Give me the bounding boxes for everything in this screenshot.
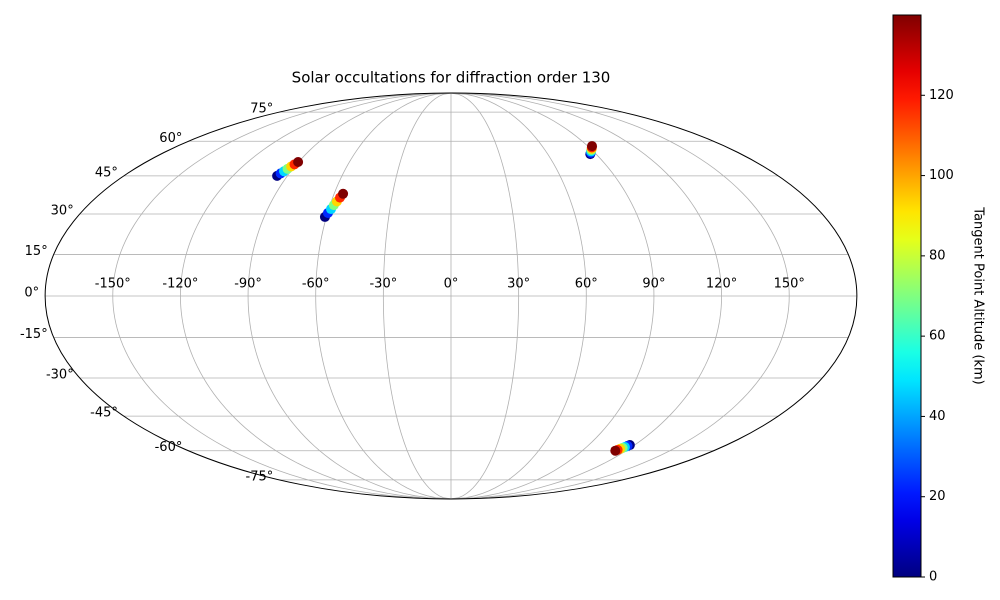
grid-line	[180, 92, 452, 500]
scatter-point	[338, 188, 349, 199]
colorbar-tick-label: 80	[929, 248, 946, 263]
colorbar-tick-label: 100	[929, 168, 954, 183]
grid-line	[450, 92, 790, 500]
colorbar-label: Tangent Point Altitude (km)	[971, 206, 986, 384]
x-tick-label: 0°	[444, 277, 459, 292]
y-tick-label: 45°	[95, 165, 118, 180]
y-tick-label: 15°	[25, 244, 48, 259]
grid-line	[450, 92, 655, 500]
scatter-point	[293, 156, 304, 167]
y-tick-label: 0°	[24, 286, 39, 301]
y-tick-label: -15°	[20, 327, 48, 342]
grid-line	[382, 92, 452, 500]
grid-line	[450, 92, 520, 500]
y-tick-label: 75°	[250, 102, 273, 117]
colorbar-tick-label: 20	[929, 489, 946, 504]
colorbar-tick-label: 60	[929, 329, 946, 344]
colorbar-tick-label: 120	[929, 88, 954, 103]
x-tick-label: 120°	[706, 277, 737, 292]
x-tick-label: 150°	[774, 277, 805, 292]
x-tick-label: -120°	[162, 277, 198, 292]
x-tick-label: -30°	[369, 277, 397, 292]
grid-line	[247, 92, 452, 500]
y-tick-label: -45°	[90, 406, 118, 421]
x-tick-label: -90°	[234, 277, 262, 292]
colorbar-tick-label: 0	[929, 570, 937, 585]
grid-line	[315, 92, 452, 500]
y-tick-label: -75°	[246, 469, 274, 484]
x-tick-label: 30°	[507, 277, 530, 292]
y-tick-label: 30°	[51, 204, 74, 219]
scatter-point	[587, 141, 598, 152]
scatter-point	[610, 445, 621, 456]
y-tick-label: -60°	[155, 440, 183, 455]
x-tick-label: -150°	[95, 277, 131, 292]
x-tick-label: 60°	[575, 277, 598, 292]
y-tick-label: -30°	[46, 367, 74, 382]
y-tick-label: 60°	[159, 131, 182, 146]
x-tick-label: 90°	[642, 277, 665, 292]
colorbar-tick-label: 40	[929, 409, 946, 424]
grid-line	[112, 92, 452, 500]
x-tick-label: -60°	[302, 277, 330, 292]
colorbar	[892, 14, 922, 578]
chart-title: Solar occultations for diffraction order…	[292, 69, 611, 87]
map-outline	[44, 92, 858, 500]
grid-line	[450, 92, 587, 500]
